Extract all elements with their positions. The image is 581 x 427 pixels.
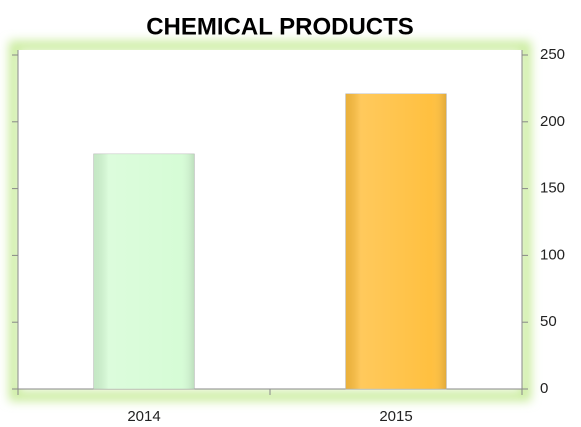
chart-title: CHEMICAL PRODUCTS bbox=[146, 13, 414, 40]
y-tick-label: 150 bbox=[540, 180, 565, 197]
x-tick-label: 2014 bbox=[127, 408, 160, 425]
x-tick-label: 2015 bbox=[379, 408, 412, 425]
y-tick-label: 100 bbox=[540, 246, 565, 263]
bar-shade bbox=[345, 93, 447, 389]
y-tick-label: 250 bbox=[540, 46, 565, 63]
plot-glow bbox=[9, 41, 531, 401]
y-tick-label: 50 bbox=[540, 313, 557, 330]
y-tick-label: 0 bbox=[540, 380, 548, 397]
y-tick-label: 200 bbox=[540, 113, 565, 130]
bar-shade bbox=[93, 153, 195, 389]
